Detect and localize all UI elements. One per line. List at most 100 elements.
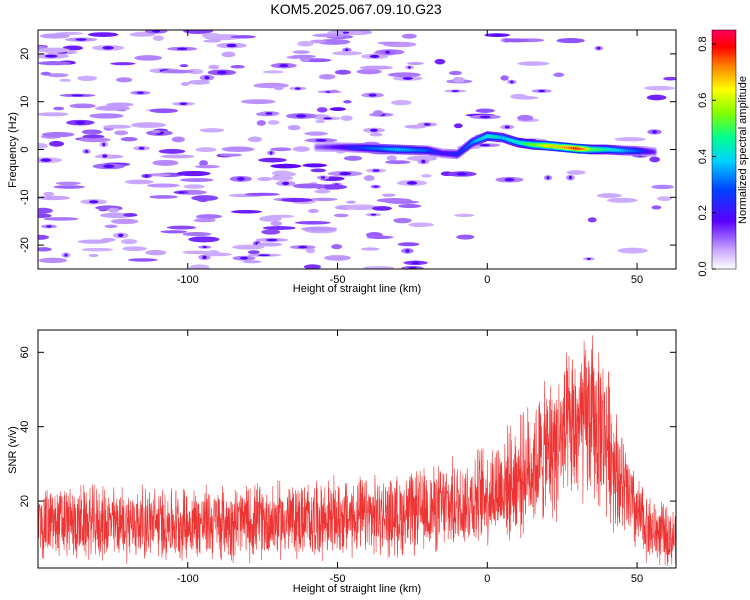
ridge-cell bbox=[418, 148, 420, 152]
ridge-cell bbox=[513, 140, 516, 143]
figure-title: KOM5.2025.067.09.10.G23 bbox=[270, 1, 441, 17]
noise-blob bbox=[94, 106, 131, 111]
noise-blob bbox=[134, 55, 163, 61]
ridge-cell bbox=[646, 150, 648, 153]
noise-blob bbox=[171, 136, 185, 143]
ridge-cell bbox=[632, 149, 634, 153]
noise-blob bbox=[566, 170, 586, 175]
noise-blob-core bbox=[504, 178, 515, 182]
ridge-cell bbox=[504, 137, 507, 140]
noise-blob bbox=[180, 82, 190, 86]
ridge-cell bbox=[412, 148, 415, 152]
noise-blob bbox=[242, 260, 262, 264]
noise-blob-core bbox=[102, 46, 114, 50]
noise-blob bbox=[247, 250, 260, 255]
ridge-cell bbox=[587, 147, 589, 151]
noise-blob bbox=[77, 75, 98, 81]
x-tick-label: 50 bbox=[631, 573, 643, 585]
noise-blob bbox=[193, 218, 216, 223]
noise-blob bbox=[43, 191, 54, 197]
ridge-cell bbox=[400, 148, 402, 151]
ridge-cell bbox=[563, 146, 566, 149]
ridge-cell bbox=[608, 148, 611, 151]
noise-blob bbox=[38, 257, 68, 264]
noise-blob bbox=[651, 184, 674, 190]
noise-blob-core bbox=[479, 115, 491, 119]
noise-blob bbox=[643, 85, 675, 91]
noise-blob bbox=[267, 120, 280, 125]
ridge-cell bbox=[346, 146, 348, 149]
y-tick-label: -20 bbox=[19, 237, 31, 253]
noise-blob-core bbox=[322, 117, 333, 120]
noise-blob bbox=[301, 226, 338, 232]
noise-blob bbox=[332, 51, 363, 56]
ridge-cell bbox=[642, 150, 645, 153]
ridge-cell bbox=[628, 149, 631, 152]
noise-blob bbox=[384, 160, 411, 165]
noise-blob bbox=[343, 100, 352, 104]
ridge-cell bbox=[648, 150, 650, 153]
y-tick-label: -10 bbox=[19, 189, 31, 205]
ridge-cell bbox=[427, 149, 429, 152]
ridge-cell bbox=[385, 147, 388, 151]
noise-blob-core bbox=[298, 245, 308, 249]
ridge-cell bbox=[448, 152, 451, 156]
ridge-cell bbox=[581, 147, 584, 151]
noise-blob bbox=[343, 155, 363, 161]
noise-blob bbox=[270, 163, 302, 169]
noise-blob bbox=[187, 68, 204, 75]
noise-blob bbox=[107, 207, 120, 213]
noise-blob bbox=[257, 177, 273, 182]
ridge-cell bbox=[540, 144, 542, 147]
noise-blob-core bbox=[102, 142, 106, 147]
noise-blob bbox=[262, 70, 284, 74]
ridge-cell bbox=[391, 147, 393, 151]
noise-blob-core bbox=[369, 54, 380, 59]
ridge-cell bbox=[473, 140, 476, 143]
ridge-cell bbox=[328, 145, 330, 149]
ridge-cell bbox=[475, 139, 478, 142]
ridge-cell bbox=[389, 147, 391, 151]
noise-blob bbox=[606, 197, 638, 203]
ridge-cell bbox=[439, 151, 442, 155]
noise-blob bbox=[448, 70, 462, 76]
noise-blob-core bbox=[202, 255, 207, 259]
noise-blob bbox=[191, 195, 219, 201]
ridge-cell bbox=[441, 152, 444, 155]
noise-blob bbox=[189, 264, 210, 269]
ridge-cell bbox=[333, 145, 336, 149]
ridge-cell bbox=[560, 145, 562, 149]
noise-blob bbox=[356, 68, 382, 75]
noise-blob bbox=[53, 106, 65, 111]
noise-blob-core bbox=[236, 177, 245, 181]
snr-panel: -100 -50 0 50 20 40 60 Height of straight lin… bbox=[7, 329, 677, 595]
noise-blob bbox=[397, 242, 420, 247]
noise-blob bbox=[230, 35, 256, 39]
ridge-cell bbox=[317, 145, 320, 149]
spectrogram-signal-ridge bbox=[313, 131, 658, 160]
noise-blob bbox=[553, 72, 565, 78]
ridge-cell bbox=[387, 147, 390, 151]
noise-blob bbox=[421, 174, 432, 178]
noise-blob-core bbox=[75, 38, 87, 41]
noise-blob bbox=[305, 247, 316, 254]
noise-blob bbox=[290, 54, 316, 59]
snr-frame bbox=[37, 329, 677, 569]
ridge-cell bbox=[565, 146, 568, 149]
noise-blob bbox=[166, 225, 197, 230]
ridge-cell bbox=[384, 147, 386, 151]
ridge-cell bbox=[571, 146, 573, 150]
ridge-cell bbox=[366, 146, 368, 150]
ridge-cell bbox=[597, 148, 600, 151]
noise-blob bbox=[331, 244, 343, 250]
noise-blob bbox=[152, 35, 164, 42]
ridge-cell bbox=[326, 145, 329, 149]
ridge-cell bbox=[357, 146, 359, 150]
noise-blob bbox=[43, 217, 79, 221]
ridge-cell bbox=[398, 148, 400, 151]
ridge-cell bbox=[344, 146, 347, 149]
ridge-cell bbox=[477, 138, 480, 142]
noise-blob-core bbox=[282, 181, 290, 186]
noise-blob bbox=[176, 170, 211, 177]
